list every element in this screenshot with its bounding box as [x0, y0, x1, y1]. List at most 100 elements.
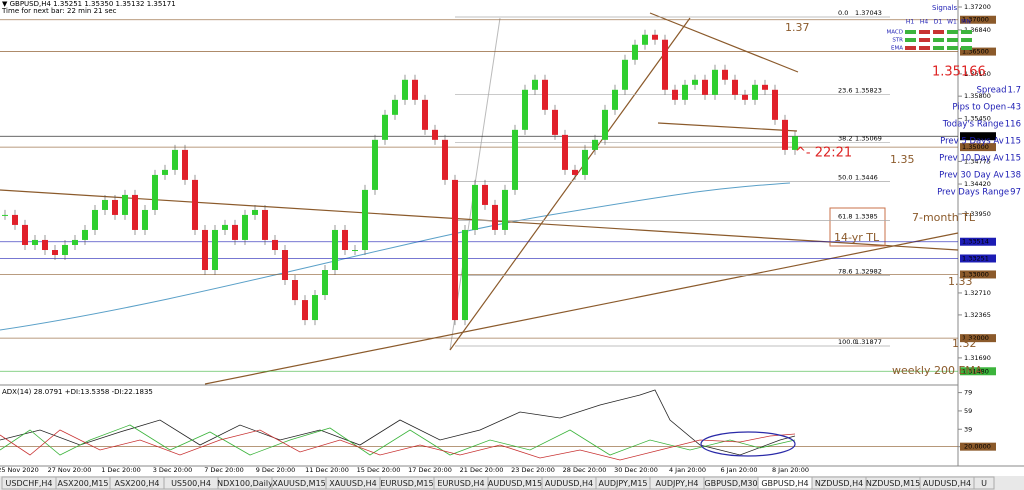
trend-line	[449, 17, 691, 351]
candle-body	[92, 209, 98, 230]
candle-body	[402, 79, 408, 100]
fib-price: 1.31877	[855, 338, 882, 346]
time-label: 6 Jan 20:00	[720, 466, 757, 474]
symbol-tab-label[interactable]: EURUSD,M15	[380, 479, 433, 488]
fib-level: 50.0	[838, 173, 852, 181]
signal-cell	[947, 30, 958, 34]
time-label: 15 Dec 20:00	[357, 466, 401, 474]
symbol-tab-label[interactable]: AUDUSD,M15	[488, 479, 542, 488]
time-label: 17 Dec 20:00	[408, 466, 452, 474]
candle-body	[742, 94, 748, 100]
price-tick-label: 1.32710	[964, 289, 991, 297]
annotation-box	[829, 207, 886, 247]
signal-row: MACD	[887, 30, 904, 36]
level-tag	[960, 132, 996, 141]
symbol-tab-label[interactable]: GBPUSD,M30	[704, 479, 757, 488]
level-note: 1.35	[890, 153, 915, 166]
candle-body	[532, 79, 538, 90]
candle-body	[122, 194, 128, 215]
symbol-tab-label[interactable]: XAUUSD,M15	[272, 479, 326, 488]
signal-cell	[961, 38, 972, 42]
symbol-tab-label[interactable]: AUDUSD,H4	[923, 479, 971, 488]
symbol-tab-label[interactable]: ASX200,H4	[115, 479, 160, 488]
level-tag-label: 1.36500	[962, 48, 989, 56]
ema-note: weekly 200 EMA	[892, 364, 983, 377]
candle-body	[212, 229, 218, 271]
candle-body	[542, 79, 548, 110]
candle-body	[302, 300, 308, 321]
candle-body	[612, 89, 618, 110]
signal-column: H1	[906, 19, 915, 26]
symbol-tab-label[interactable]: USDCHF,H4	[6, 479, 53, 488]
symbol-tab-label[interactable]: GBPUSD,H4	[761, 479, 808, 488]
candle-body	[342, 229, 348, 251]
symbol-tab-label[interactable]: US500,H4	[171, 479, 211, 488]
signal-cell	[905, 38, 916, 42]
candle-body	[172, 149, 178, 170]
signal-column: D1	[934, 19, 943, 26]
price-tick-label: 1.34775	[964, 157, 991, 165]
price-tick-label: 1.36150	[964, 70, 991, 78]
price-tick-label: 1.35450	[964, 114, 991, 122]
symbol-tab-label[interactable]: U	[981, 479, 987, 488]
candle-body	[362, 189, 368, 251]
level-tag	[960, 47, 996, 56]
candle-body	[432, 129, 438, 140]
time-label: 3 Dec 20:00	[153, 466, 193, 474]
signal-cell	[961, 30, 972, 34]
candle-body	[182, 149, 188, 180]
symbol-tab-label[interactable]: XAUUSD,H4	[329, 479, 377, 488]
candle-body	[502, 189, 508, 230]
level-tag-label: 1.35000	[962, 143, 989, 151]
info-value: -43	[1007, 103, 1021, 113]
level-note: 1.33	[948, 275, 973, 288]
symbol-tab-label[interactable]: NZDUSD,M15	[866, 479, 920, 488]
symbol-header: ▼ GBPUSD,H4 1.35251 1.35350 1.35132 1.35…	[2, 0, 176, 8]
symbol-tab-label[interactable]: ASX200,M15	[58, 479, 109, 488]
candle-body	[782, 119, 788, 150]
trend-note: 7-month TL	[912, 211, 976, 224]
signal-cell	[933, 46, 944, 50]
time-label: 1 Dec 20:00	[101, 466, 141, 474]
fib-price: 1.3385	[855, 212, 878, 220]
candle-body	[482, 184, 488, 205]
price-tick-label: 1.31690	[964, 354, 991, 362]
time-label: 4 Jan 20:00	[669, 466, 706, 474]
symbol-tab-label[interactable]: AUDUSD,H4	[545, 479, 593, 488]
candle-body	[702, 79, 708, 95]
signal-cell	[905, 30, 916, 34]
candle-body	[132, 194, 138, 230]
info-value: 115	[1005, 154, 1021, 164]
signal-cell	[919, 46, 930, 50]
time-label: 11 Dec 20:00	[305, 466, 349, 474]
symbol-tab[interactable]	[973, 476, 995, 490]
fib-level: 23.6	[838, 87, 852, 95]
candle-body	[242, 214, 248, 240]
minus-di-line	[0, 429, 796, 461]
symbol-tab-label[interactable]: AUDJPY,H4	[655, 479, 698, 488]
info-label: Prev Days Range	[937, 188, 1009, 198]
candle-body	[592, 139, 598, 150]
candle-body	[682, 84, 688, 100]
symbol-tab-label[interactable]: NZDUSD,H4	[815, 479, 863, 488]
candle-body	[372, 139, 378, 190]
level-tag-label: 1.33251	[962, 254, 989, 262]
signals-panel: Signals H1 H4 D1 W1 MN MACD STR EMA	[887, 4, 972, 52]
time-label: 25 Nov 2020	[0, 466, 39, 474]
info-value: 97	[1010, 188, 1021, 198]
info-label: Today's Range	[942, 120, 1004, 130]
candle-body	[572, 169, 578, 175]
adx-level-tag	[960, 442, 996, 451]
price-tick-label: 1.37200	[964, 3, 991, 11]
symbol-tab-label[interactable]: AUDJPY,M15	[598, 479, 647, 488]
signal-cell	[919, 38, 930, 42]
candle-body	[582, 149, 588, 175]
level-tag	[960, 143, 996, 152]
symbol-tab-label[interactable]: NDX100,Daily	[217, 479, 273, 488]
candle-body	[332, 229, 338, 271]
symbol-tab-label[interactable]: EURUSD,H4	[437, 479, 484, 488]
fib-price: 1.37043	[855, 9, 882, 17]
fib-level: 78.6	[838, 268, 852, 276]
level-tag	[960, 15, 996, 24]
candle-body	[462, 229, 468, 321]
